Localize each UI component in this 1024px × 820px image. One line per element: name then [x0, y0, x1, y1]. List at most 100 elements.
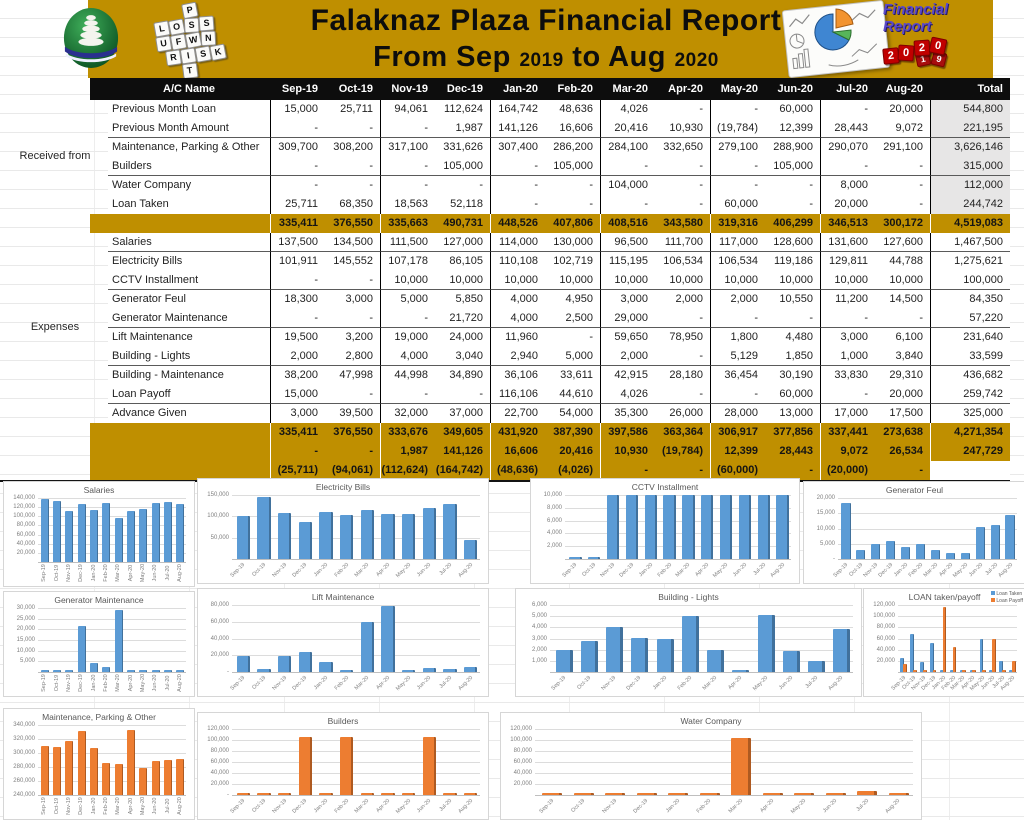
- value-cell[interactable]: -: [270, 442, 325, 461]
- column-header[interactable]: Jan-20: [490, 78, 545, 100]
- value-cell[interactable]: -: [380, 157, 435, 176]
- value-cell[interactable]: 141,126: [490, 119, 545, 138]
- value-cell[interactable]: 20,000: [820, 195, 875, 214]
- value-cell[interactable]: 291,100: [875, 138, 930, 157]
- value-cell[interactable]: 10,000: [380, 271, 435, 290]
- value-cell[interactable]: 1,987: [435, 119, 490, 138]
- value-cell[interactable]: -: [710, 176, 765, 195]
- value-cell[interactable]: 317,100: [380, 138, 435, 157]
- value-cell[interactable]: 19,000: [380, 328, 435, 347]
- total-cell[interactable]: 57,220: [930, 309, 1010, 328]
- value-cell[interactable]: 407,806: [545, 214, 600, 233]
- value-cell[interactable]: 273,638: [875, 423, 930, 442]
- value-cell[interactable]: 117,000: [710, 233, 765, 252]
- value-cell[interactable]: 10,000: [710, 271, 765, 290]
- value-cell[interactable]: -: [325, 442, 380, 461]
- value-cell[interactable]: 4,000: [380, 347, 435, 366]
- value-cell[interactable]: 28,443: [820, 119, 875, 138]
- value-cell[interactable]: 408,516: [600, 214, 655, 233]
- chart-loan-taken-payoff[interactable]: LOAN taken/payoff 20,000 40,000 60,000 80,00…: [863, 588, 1024, 697]
- value-cell[interactable]: 130,000: [545, 233, 600, 252]
- total-cell[interactable]: 544,800: [930, 100, 1010, 119]
- value-cell[interactable]: -: [710, 100, 765, 119]
- value-cell[interactable]: -: [655, 309, 710, 328]
- chart-building-lights[interactable]: Building - Lights 1,000 2,000 3,000 4,000 5,0…: [515, 588, 862, 697]
- value-cell[interactable]: 349,605: [435, 423, 490, 442]
- value-cell[interactable]: 127,000: [435, 233, 490, 252]
- column-header[interactable]: Sep-19: [270, 78, 325, 100]
- value-cell[interactable]: 288,900: [765, 138, 820, 157]
- value-cell[interactable]: 13,000: [765, 404, 820, 423]
- value-cell[interactable]: 127,600: [875, 233, 930, 252]
- value-cell[interactable]: 17,000: [820, 404, 875, 423]
- value-cell[interactable]: 21,720: [435, 309, 490, 328]
- chart-maintenance-parking-other[interactable]: Maintenance, Parking & Other 240,000 260,0…: [3, 708, 195, 820]
- value-cell[interactable]: 4,026: [600, 100, 655, 119]
- value-cell[interactable]: 116,106: [490, 385, 545, 404]
- value-cell[interactable]: 3,000: [270, 404, 325, 423]
- value-cell[interactable]: 104,000: [600, 176, 655, 195]
- value-cell[interactable]: 102,719: [545, 252, 600, 271]
- value-cell[interactable]: -: [270, 309, 325, 328]
- value-cell[interactable]: 35,300: [600, 404, 655, 423]
- value-cell[interactable]: 2,940: [490, 347, 545, 366]
- value-cell[interactable]: 1,800: [710, 328, 765, 347]
- value-cell[interactable]: 4,950: [545, 290, 600, 309]
- total-cell[interactable]: [930, 461, 1010, 480]
- value-cell[interactable]: 387,390: [545, 423, 600, 442]
- value-cell[interactable]: 110,108: [490, 252, 545, 271]
- row-label[interactable]: Loan Payoff: [108, 385, 270, 404]
- total-cell[interactable]: 259,742: [930, 385, 1010, 404]
- column-header[interactable]: Apr-20: [655, 78, 710, 100]
- value-cell[interactable]: -: [325, 176, 380, 195]
- value-cell[interactable]: 4,000: [490, 290, 545, 309]
- value-cell[interactable]: 8,000: [820, 176, 875, 195]
- value-cell[interactable]: 112,624: [435, 100, 490, 119]
- value-cell[interactable]: 28,443: [765, 442, 820, 461]
- value-cell[interactable]: 20,416: [545, 442, 600, 461]
- value-cell[interactable]: 2,800: [325, 347, 380, 366]
- value-cell[interactable]: -: [655, 100, 710, 119]
- total-cell[interactable]: 231,640: [930, 328, 1010, 347]
- value-cell[interactable]: 33,611: [545, 366, 600, 385]
- value-cell[interactable]: (60,000): [710, 461, 765, 480]
- row-label[interactable]: Previous Month Amount: [108, 119, 270, 138]
- value-cell[interactable]: -: [875, 309, 930, 328]
- value-cell[interactable]: 2,000: [710, 290, 765, 309]
- value-cell[interactable]: 111,700: [655, 233, 710, 252]
- value-cell[interactable]: 101,911: [270, 252, 325, 271]
- value-cell[interactable]: -: [820, 309, 875, 328]
- value-cell[interactable]: -: [710, 309, 765, 328]
- value-cell[interactable]: -: [875, 157, 930, 176]
- value-cell[interactable]: 335,411: [270, 214, 325, 233]
- row-label[interactable]: Building - Maintenance: [108, 366, 270, 385]
- value-cell[interactable]: 68,350: [325, 195, 380, 214]
- value-cell[interactable]: 406,299: [765, 214, 820, 233]
- value-cell[interactable]: 18,300: [270, 290, 325, 309]
- value-cell[interactable]: -: [270, 176, 325, 195]
- value-cell[interactable]: 106,534: [655, 252, 710, 271]
- value-cell[interactable]: -: [545, 176, 600, 195]
- value-cell[interactable]: 17,500: [875, 404, 930, 423]
- value-cell[interactable]: -: [655, 195, 710, 214]
- value-cell[interactable]: 319,316: [710, 214, 765, 233]
- total-cell[interactable]: 1,467,500: [930, 233, 1010, 252]
- value-cell[interactable]: 26,534: [875, 442, 930, 461]
- value-cell[interactable]: -: [490, 157, 545, 176]
- column-header[interactable]: Total: [930, 78, 1010, 100]
- row-label[interactable]: Building - Lights: [108, 347, 270, 366]
- value-cell[interactable]: 48,636: [545, 100, 600, 119]
- value-cell[interactable]: (112,624): [380, 461, 435, 480]
- value-cell[interactable]: 105,000: [435, 157, 490, 176]
- value-cell[interactable]: 10,000: [765, 271, 820, 290]
- value-cell[interactable]: 94,061: [380, 100, 435, 119]
- value-cell[interactable]: 28,000: [710, 404, 765, 423]
- value-cell[interactable]: 2,500: [545, 309, 600, 328]
- total-cell[interactable]: 221,195: [930, 119, 1010, 138]
- value-cell[interactable]: 308,200: [325, 138, 380, 157]
- value-cell[interactable]: (25,711): [270, 461, 325, 480]
- value-cell[interactable]: -: [380, 309, 435, 328]
- value-cell[interactable]: -: [270, 157, 325, 176]
- value-cell[interactable]: 2,000: [600, 347, 655, 366]
- value-cell[interactable]: 36,454: [710, 366, 765, 385]
